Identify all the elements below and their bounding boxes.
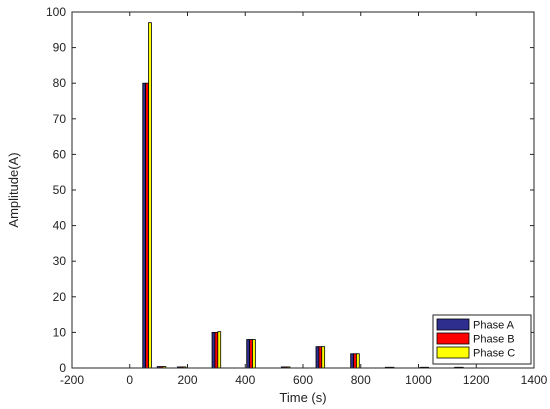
bar-phase-b-6	[318, 346, 323, 369]
legend-swatch-phase-b	[436, 332, 470, 345]
bars-group	[142, 22, 464, 369]
legend-swatch-phase-a	[436, 318, 470, 331]
bar-phase-b-3	[214, 331, 219, 369]
y-tick-label: 90	[53, 41, 67, 55]
legend-label-phase-a: Phase A	[473, 320, 515, 332]
bar-phase-a-3	[211, 331, 216, 369]
x-tick-label: 0	[126, 373, 133, 387]
y-tick-label: 10	[53, 325, 67, 339]
y-tick-label: 20	[53, 290, 67, 304]
y-axis-label: Amplitude(A)	[6, 152, 21, 227]
y-tick-label: 30	[53, 254, 67, 268]
bar-phase-c-3	[217, 331, 222, 369]
bar-phase-b-0	[145, 82, 149, 369]
x-tick-label: 1000	[405, 373, 432, 387]
x-tick-label: 800	[351, 373, 371, 387]
bar-phase-a-7	[350, 353, 354, 369]
legend: Phase A Phase B Phase C	[432, 314, 532, 365]
x-tick-label: 1400	[521, 373, 548, 387]
x-tick-label: 1200	[463, 373, 490, 387]
bar-phase-c-6	[321, 346, 326, 369]
y-tick-label: 60	[53, 147, 67, 161]
y-tick-label: 80	[53, 76, 67, 90]
legend-label-phase-c: Phase C	[473, 348, 515, 360]
axis-ticks: -200 0 200 400 600 800 1000 1200 140001020304050…	[46, 5, 548, 387]
bar-phase-a-4	[246, 339, 250, 369]
x-tick-label: 600	[293, 373, 313, 387]
bar-phase-b-7	[353, 353, 357, 369]
x-axis-label: Time (s)	[279, 390, 326, 405]
bar-phase-a-0	[142, 82, 147, 369]
bar-phase-a-6	[315, 346, 320, 369]
y-tick-label: 0	[59, 361, 66, 375]
legend-swatch-phase-c	[436, 346, 470, 359]
bar-phase-c-4	[252, 339, 256, 369]
bar-phase-c-0	[148, 22, 152, 369]
bar-phase-b-4	[249, 339, 253, 369]
y-tick-label: 40	[53, 219, 67, 233]
y-tick-label: 50	[53, 183, 67, 197]
y-tick-label: 100	[46, 5, 66, 19]
bar-phase-c-7	[356, 353, 360, 369]
x-tick-label: 400	[235, 373, 255, 387]
legend-label-phase-b: Phase B	[473, 334, 515, 346]
y-tick-label: 70	[53, 112, 67, 126]
x-tick-label: 200	[177, 373, 197, 387]
x-tick-label: -200	[60, 373, 84, 387]
